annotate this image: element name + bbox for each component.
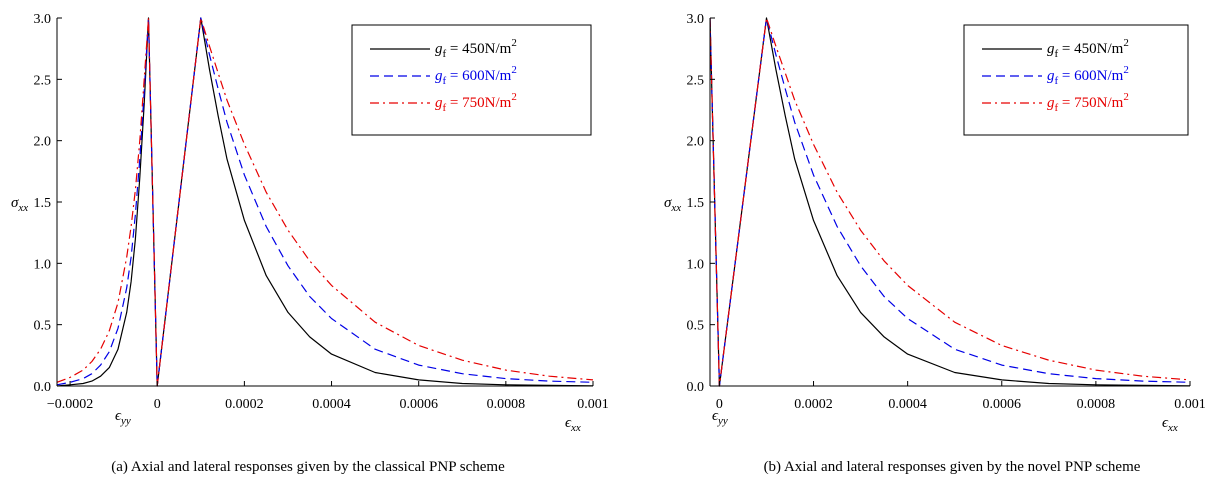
legend-label-0: gf = 450N/m2 bbox=[1047, 37, 1129, 60]
y-tick-label: 0.5 bbox=[34, 319, 52, 334]
legend-sup: 2 bbox=[1123, 64, 1129, 76]
x-tick-label: 0.0008 bbox=[487, 397, 526, 412]
chart-classical: 0.0 0.5 1.0 1.5 2.0 2.5 3.0 −0.0002 0 0.0002 0.000… bbox=[11, 12, 609, 475]
x-tick-label: 0.0006 bbox=[983, 397, 1022, 412]
y-tick-label: 1.0 bbox=[34, 257, 52, 272]
x-axis-label-yy: ϵyy bbox=[115, 408, 131, 427]
legend-sub: f bbox=[1055, 48, 1059, 60]
x-tick-label: 0.0004 bbox=[312, 397, 351, 412]
legend-g: g bbox=[435, 41, 443, 57]
x-axis-label-xx-sub: xx bbox=[570, 422, 581, 434]
y-tick-label: 1.5 bbox=[34, 196, 52, 211]
legend-sub: f bbox=[443, 48, 447, 60]
y-tick-label: 3.0 bbox=[34, 12, 52, 27]
x-axis-label-xx-main: ϵ bbox=[1162, 415, 1169, 431]
x-tick-label: 0.0006 bbox=[399, 397, 438, 412]
y-axis-label: σxx bbox=[11, 195, 28, 214]
legend-g: g bbox=[1047, 68, 1055, 84]
x-tick-label: 0.001 bbox=[1174, 397, 1206, 412]
y-tick-label: 1.5 bbox=[687, 196, 705, 211]
x-tick-label: 0 bbox=[716, 397, 723, 412]
y-axis-label: σxx bbox=[664, 195, 681, 214]
caption: (a) Axial and lateral responses given by… bbox=[111, 459, 505, 475]
legend-g: g bbox=[1047, 95, 1055, 111]
y-axis-label-main: σ bbox=[664, 195, 672, 211]
x-tick-label: 0.0004 bbox=[888, 397, 927, 412]
y-axis-label-sub: xx bbox=[670, 202, 681, 214]
legend-sub: f bbox=[443, 102, 447, 114]
x-tick-label: 0 bbox=[154, 397, 161, 412]
legend-box bbox=[351, 24, 592, 136]
legend-g: g bbox=[1047, 41, 1055, 57]
y-axis-label-main: σ bbox=[11, 195, 19, 211]
legend-sup: 2 bbox=[511, 64, 517, 76]
x-axis-label-yy-sub: yy bbox=[120, 415, 131, 427]
chart-novel: 0.0 0.5 1.0 1.5 2.0 2.5 3.0 0 0.0002 0.0004 0.0006… bbox=[664, 12, 1206, 475]
series-line-1 bbox=[57, 17, 593, 387]
y-tick-label: 1.0 bbox=[687, 257, 705, 272]
x-tick-label: 0.001 bbox=[577, 397, 609, 412]
legend-rest: = 450N/m bbox=[446, 41, 511, 57]
legend-sub: f bbox=[443, 75, 447, 87]
y-tick-label: 2.5 bbox=[687, 73, 705, 88]
x-tick-label: 0.0008 bbox=[1077, 397, 1116, 412]
y-tick-label: 0.0 bbox=[687, 380, 705, 395]
x-tick-label: 0.0002 bbox=[794, 397, 833, 412]
legend-sup: 2 bbox=[1123, 37, 1129, 49]
y-tick-label: 0.0 bbox=[34, 380, 52, 395]
x-axis-label-yy-main: ϵ bbox=[712, 408, 719, 424]
legend-g: g bbox=[435, 68, 443, 84]
legend-label-2: gf = 750N/m2 bbox=[435, 91, 517, 114]
y-tick-label: 3.0 bbox=[687, 12, 705, 27]
x-axis-label-xx: ϵxx bbox=[565, 415, 581, 434]
x-axis-label-xx: ϵxx bbox=[1162, 415, 1178, 434]
legend-sub: f bbox=[1055, 75, 1059, 87]
y-tick-label: 2.0 bbox=[687, 135, 705, 150]
legend-rest: = 600N/m bbox=[446, 68, 511, 84]
legend-label-2: gf = 750N/m2 bbox=[1047, 91, 1129, 114]
legend-sup: 2 bbox=[511, 37, 517, 49]
x-tick-label: −0.0002 bbox=[47, 397, 93, 412]
y-axis-label-sub: xx bbox=[17, 202, 28, 214]
legend-rest: = 750N/m bbox=[446, 95, 511, 111]
legend-g: g bbox=[435, 95, 443, 111]
x-axis-label-xx-main: ϵ bbox=[565, 415, 572, 431]
x-axis-label-yy-main: ϵ bbox=[115, 408, 122, 424]
legend-sup: 2 bbox=[1123, 91, 1129, 103]
x-axis-label-xx-sub: xx bbox=[1167, 422, 1178, 434]
x-axis-label-yy-sub: yy bbox=[717, 415, 728, 427]
legend-rest: = 450N/m bbox=[1058, 41, 1123, 57]
y-tick-label: 2.5 bbox=[34, 73, 52, 88]
y-tick-label: 2.0 bbox=[34, 135, 52, 150]
caption: (b) Axial and lateral responses given by… bbox=[764, 459, 1141, 475]
legend-sup: 2 bbox=[511, 91, 517, 103]
y-tick-label: 0.5 bbox=[687, 319, 705, 334]
series-line-1 bbox=[710, 17, 1190, 387]
legend-label-0: gf = 450N/m2 bbox=[435, 37, 517, 60]
legend-rest: = 600N/m bbox=[1058, 68, 1123, 84]
series-line-2 bbox=[57, 17, 593, 387]
legend-label-1: gf = 600N/m2 bbox=[1047, 64, 1129, 87]
legend-box bbox=[963, 24, 1189, 136]
x-axis-label-yy: ϵyy bbox=[712, 408, 728, 427]
legend-rest: = 750N/m bbox=[1058, 95, 1123, 111]
x-tick-label: 0.0002 bbox=[225, 397, 264, 412]
legend-label-1: gf = 600N/m2 bbox=[435, 64, 517, 87]
legend-sub: f bbox=[1055, 102, 1059, 114]
